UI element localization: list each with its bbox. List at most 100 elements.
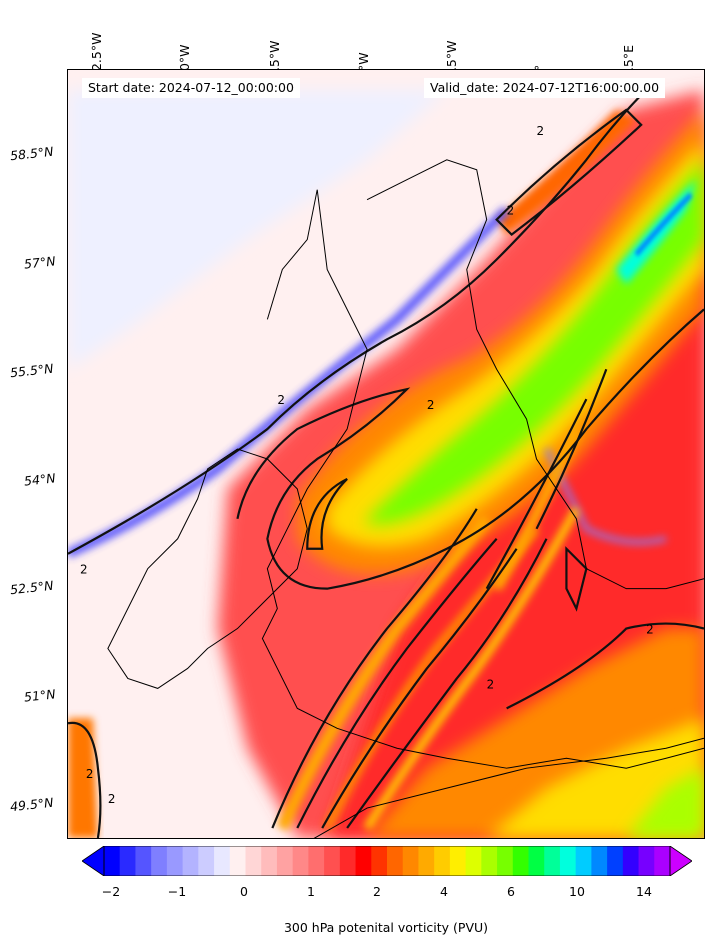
contour-line	[506, 622, 704, 710]
colorbar-segment	[387, 846, 404, 876]
colorbar-segment	[575, 846, 592, 876]
colorbar-segment	[104, 846, 121, 876]
contour-label: 2	[537, 124, 545, 138]
contour-line	[321, 548, 518, 829]
coastline-france	[313, 737, 704, 838]
pv-filament	[276, 515, 492, 831]
contour-line	[296, 538, 498, 829]
colorbar-tick: 0	[240, 884, 248, 899]
colorbar-segment	[214, 846, 231, 876]
colorbar-segment	[434, 846, 451, 876]
colorbar-segment	[622, 846, 640, 876]
colorbar-outline	[103, 846, 671, 876]
colorbar-tick: 2	[373, 884, 381, 899]
coastline-britain-west	[261, 189, 704, 769]
contour-line	[565, 546, 588, 612]
colorbar-segment	[324, 846, 341, 876]
colorbar-segment	[465, 846, 482, 876]
pv-orange-west	[68, 718, 98, 838]
contour-line	[68, 721, 102, 838]
colorbar-segment	[261, 846, 278, 876]
pv-2-contours	[68, 89, 704, 838]
contour-line	[68, 89, 647, 555]
pv-jet-max	[634, 192, 693, 257]
contour-line	[306, 477, 348, 550]
contour-line	[346, 538, 548, 829]
colorbar-segment	[591, 846, 608, 876]
colorbar-segment	[371, 846, 388, 876]
colorbar-segment	[151, 846, 168, 876]
colorbar-segment	[245, 846, 262, 876]
colorbar-extend-min	[82, 846, 105, 876]
coastline-ireland	[107, 448, 308, 689]
colorbar	[82, 846, 692, 876]
start-date-box: Start date: 2024-07-12_00:00:00	[82, 78, 300, 98]
coastlines	[107, 159, 704, 838]
pv-yellow-south	[486, 718, 704, 838]
contour-line	[271, 508, 478, 829]
pv-field-svg: 2 2 2 2 2 2 2 2 2	[68, 70, 704, 838]
pv-green-south	[626, 768, 704, 838]
contour-label: 2	[507, 204, 515, 218]
pale-blue-region	[68, 89, 447, 370]
colorbar-label: 300 hPa potenital vorticity (PVU)	[283, 920, 489, 935]
colorbar-segment	[276, 846, 294, 876]
lat-label-52.5n: 52.5°N	[9, 577, 55, 598]
colorbar-segment	[402, 846, 419, 876]
contour-line	[495, 108, 643, 237]
colorbar-segment	[355, 846, 372, 876]
coastline-britain-east	[366, 159, 704, 590]
colorbar-segment	[135, 846, 152, 876]
contour-label: 2	[277, 393, 285, 407]
contour-label: 2	[80, 563, 88, 577]
pv-jet-yellow	[327, 139, 704, 547]
contour-label: 2	[487, 677, 495, 691]
colorbar-segment	[559, 846, 577, 876]
contour-labels: 2 2 2 2 2 2 2 2 2	[80, 124, 654, 806]
colorbar-segment	[119, 846, 136, 876]
colorbar-tick: 4	[440, 884, 448, 899]
colorbar-segment	[638, 846, 655, 876]
colorbar-segment	[182, 846, 199, 876]
colorbar-tick: −1	[167, 884, 187, 899]
pv-map: 2 2 2 2 2 2 2 2 2	[67, 69, 705, 839]
colorbar-tick: 14	[636, 884, 652, 899]
colorbar-segment	[607, 846, 624, 876]
lat-label-54n: 54°N	[23, 470, 57, 489]
valid-date-box: Valid_date: 2024-07-12T16:00:00.00	[424, 78, 666, 98]
contour-label: 2	[86, 767, 94, 781]
colorbar-segment	[418, 846, 435, 876]
lat-label-49.5n: 49.5°N	[9, 794, 55, 815]
colorbar-segment	[544, 846, 561, 876]
colorbar-segments	[104, 846, 671, 876]
colorbar-segment	[512, 846, 529, 876]
colorbar-tick: −2	[101, 884, 121, 899]
colorbar-segment	[497, 846, 514, 876]
colorbar-segment	[449, 846, 467, 876]
colorbar-tick: 1	[307, 884, 315, 899]
lat-label-51n: 51°N	[23, 686, 57, 705]
colorbar-segment	[198, 846, 215, 876]
pv-filament	[492, 427, 581, 592]
colorbar-segment	[481, 846, 498, 876]
lat-label-55.5n: 55.5°N	[9, 360, 55, 381]
colorbar-segment	[292, 846, 309, 876]
contour-label: 2	[646, 623, 654, 637]
colorbar-tick: 6	[507, 884, 515, 899]
contour-line	[485, 398, 588, 590]
lat-label-57n: 57°N	[23, 253, 57, 272]
colorbar-tick: 10	[569, 884, 585, 899]
colorbar-segment	[528, 846, 545, 876]
pv-jet-green	[367, 159, 704, 525]
colorbar-segment	[229, 846, 246, 876]
pv-filament	[363, 506, 580, 831]
contour-label: 2	[108, 792, 116, 806]
colorbar-extend-max	[669, 846, 692, 876]
colorbar-segment	[166, 846, 184, 876]
contour-line	[535, 368, 608, 530]
contour-label: 2	[427, 398, 435, 412]
lat-label-58.5n: 58.5°N	[9, 143, 55, 164]
colorbar-segment	[308, 846, 325, 876]
colorbar-segment	[339, 846, 357, 876]
colorbar-segment	[654, 846, 671, 876]
